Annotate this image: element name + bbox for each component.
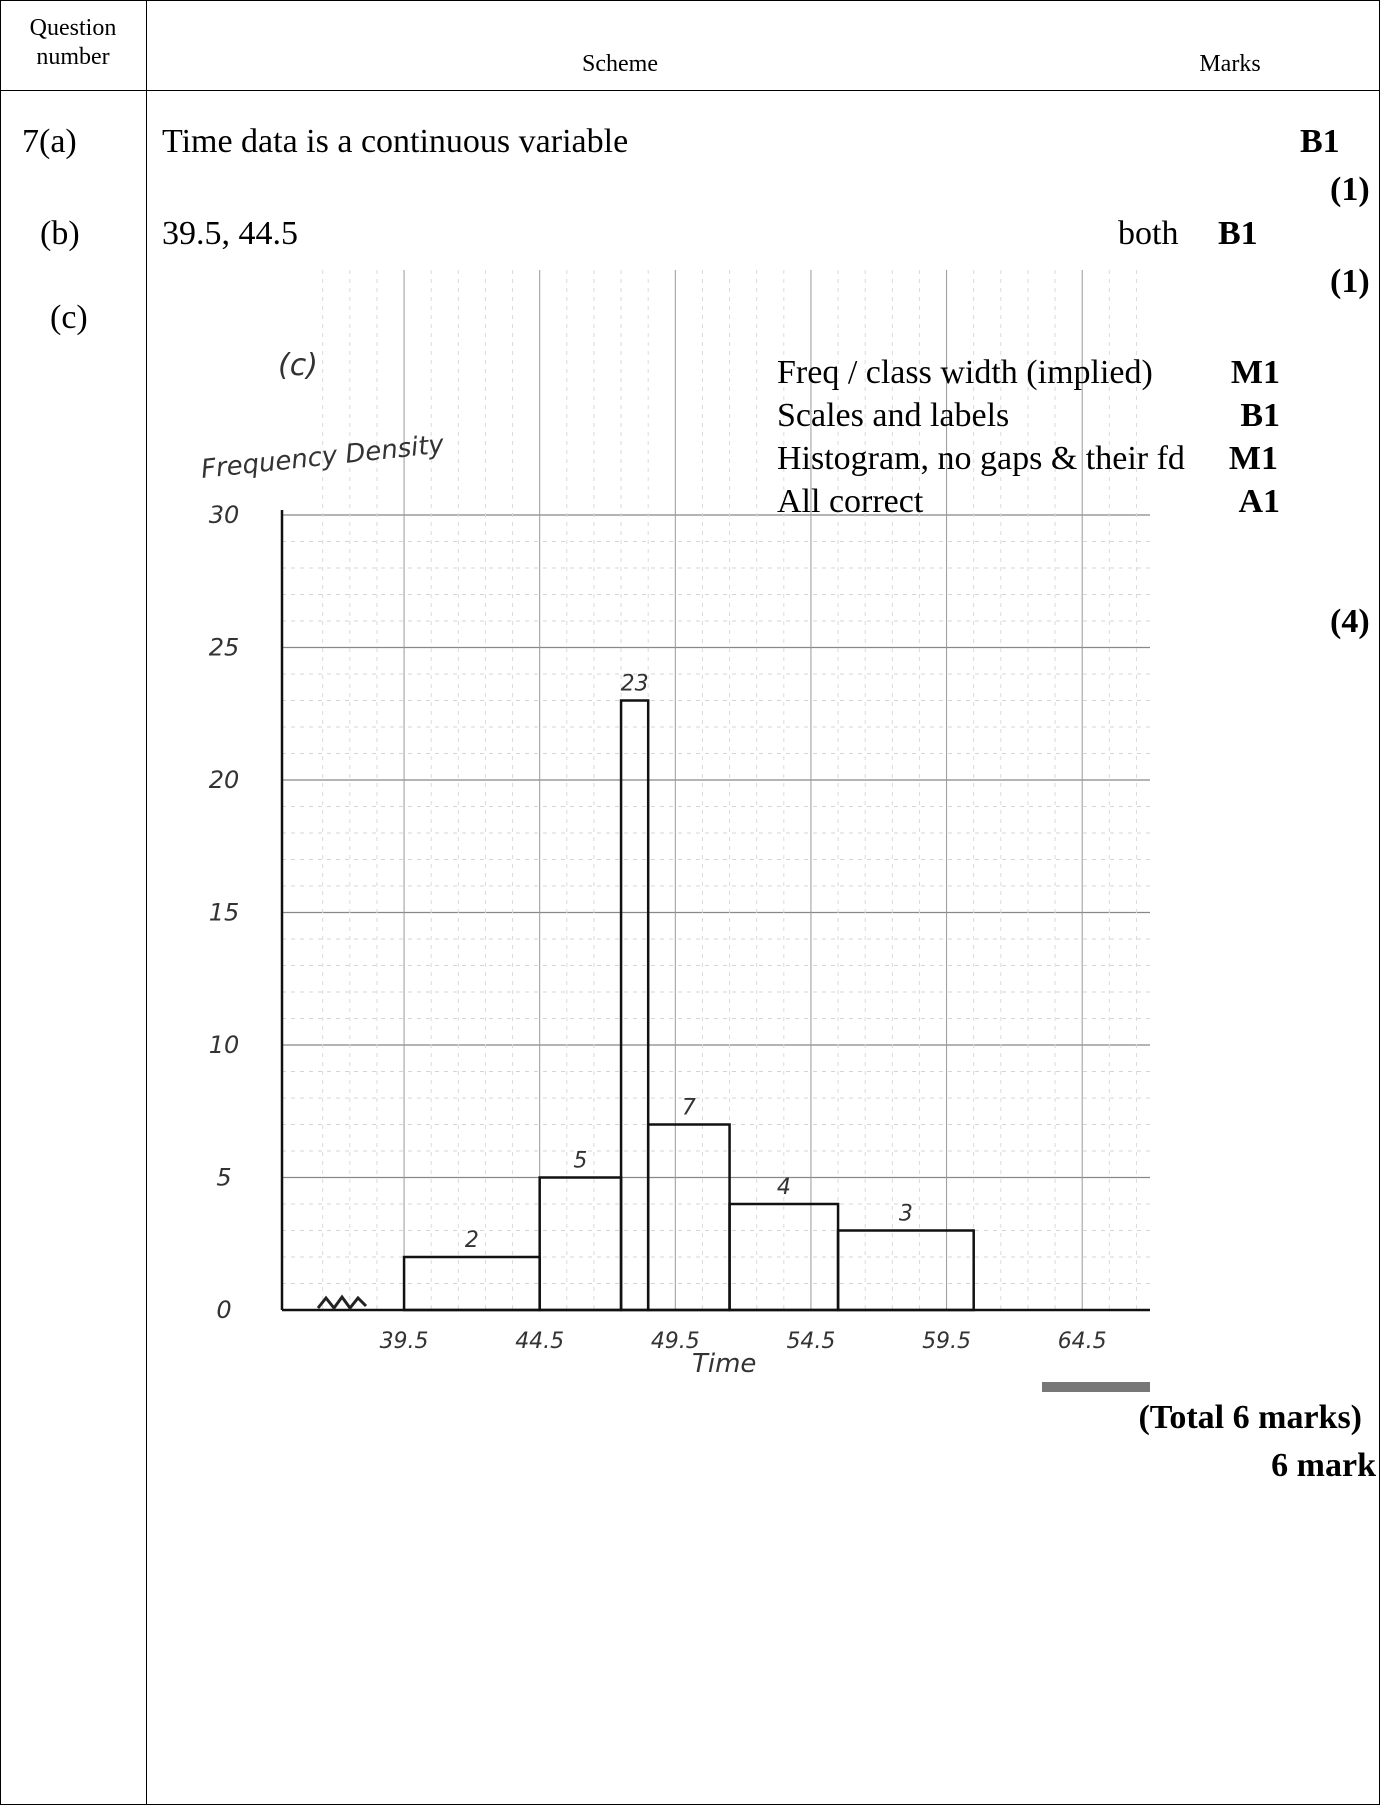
- marking-criteria: Freq / class width (implied) M1 Scales and…: [777, 354, 1280, 520]
- bar-value-label: 3: [899, 1202, 913, 1227]
- chart-bars: [402, 699, 975, 1312]
- y-tick-label: 25: [209, 634, 240, 662]
- header-question-number: Question number: [29, 15, 117, 70]
- total-marks: (Total 6 marks): [1138, 1399, 1362, 1436]
- row-a-subtotal: (1): [1330, 171, 1370, 208]
- y-tick-label: 15: [209, 899, 240, 927]
- row-b-mark: B1: [1218, 215, 1258, 252]
- chart-axes: [280, 510, 1150, 1312]
- row-a-mark: B1: [1300, 123, 1340, 160]
- chart-grid: [282, 270, 1150, 1311]
- bar-value-label: 23: [621, 672, 649, 697]
- x-tick-label: 54.5: [786, 1329, 835, 1354]
- bar-value-label: 2: [465, 1228, 479, 1253]
- histogram-bar: [836, 1229, 975, 1312]
- row-a-text: Time data is a continuous variable: [162, 123, 629, 160]
- row-b-text: 39.5, 44.5: [162, 215, 298, 252]
- x-tick-label: 49.5: [651, 1329, 700, 1354]
- criteria-text: Scales and labels: [777, 397, 1009, 434]
- row-b-qualifier: both: [1118, 215, 1179, 252]
- row-c-label: (c): [50, 299, 88, 336]
- header-scheme: Scheme: [582, 51, 658, 77]
- x-tick-label: 59.5: [922, 1329, 971, 1354]
- x-tick-label: 44.5: [515, 1329, 564, 1354]
- criteria-text: All correct: [777, 483, 924, 520]
- y-tick-label: 20: [209, 766, 240, 794]
- header-marks: Marks: [1199, 51, 1261, 77]
- header-divider: [0, 90, 1380, 91]
- row-b-label: (b): [40, 215, 80, 252]
- squiggle-mark: [316, 1294, 368, 1311]
- y-tick-label: 0: [216, 1296, 231, 1324]
- criteria-text: Freq / class width (implied): [777, 354, 1153, 391]
- bar-value-label: 7: [682, 1096, 696, 1121]
- histogram-bar: [728, 1202, 840, 1312]
- y-tick-label: 10: [209, 1031, 240, 1059]
- criteria-text: Histogram, no gaps & their fd: [777, 440, 1185, 477]
- chart-title: (c): [278, 348, 318, 383]
- y-tick-label: 5: [216, 1164, 231, 1192]
- x-tick-label: 39.5: [380, 1329, 429, 1354]
- histogram-bar: [619, 699, 650, 1312]
- criteria-mark: M1: [1229, 440, 1278, 477]
- row-a-label: 7(a): [22, 123, 77, 160]
- row-c-subtotal: (4): [1330, 603, 1370, 640]
- bar-value-label: 4: [777, 1175, 791, 1200]
- final-marks: 6 mark: [1271, 1447, 1376, 1484]
- criteria-mark: B1: [1240, 397, 1280, 434]
- histogram-bar: [538, 1176, 623, 1312]
- criteria-mark: M1: [1231, 354, 1280, 391]
- x-axis-label: Time: [692, 1349, 756, 1379]
- y-axis-label: Frequency Density: [200, 430, 446, 485]
- bar-value-label: 5: [573, 1149, 587, 1174]
- column-divider: [146, 0, 147, 1805]
- x-tick-label: 64.5: [1058, 1329, 1107, 1354]
- row-b-subtotal: (1): [1330, 263, 1370, 300]
- scan-bar: [1042, 1382, 1150, 1392]
- criteria-mark: A1: [1238, 483, 1280, 520]
- y-tick-label: 30: [209, 501, 240, 529]
- histogram-bar: [646, 1123, 731, 1312]
